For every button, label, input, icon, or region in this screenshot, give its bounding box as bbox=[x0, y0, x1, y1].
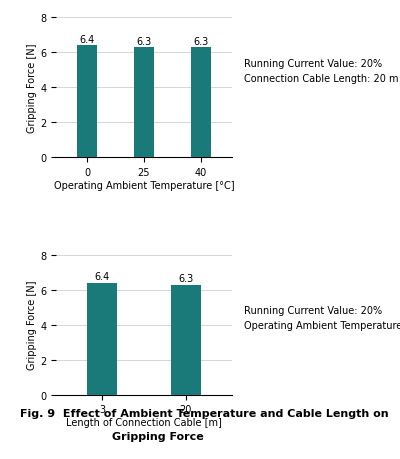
Text: 6.3: 6.3 bbox=[193, 37, 208, 46]
Text: 6.4: 6.4 bbox=[94, 272, 110, 282]
Bar bbox=[191, 48, 211, 158]
Y-axis label: Gripping Force [N]: Gripping Force [N] bbox=[27, 44, 37, 133]
Text: 6.3: 6.3 bbox=[178, 274, 194, 284]
X-axis label: Operating Ambient Temperature [°C]: Operating Ambient Temperature [°C] bbox=[54, 180, 234, 190]
Text: 6.3: 6.3 bbox=[136, 37, 152, 46]
Text: Running Current Value: 20%
Connection Cable Length: 20 m: Running Current Value: 20% Connection Ca… bbox=[244, 59, 398, 84]
Bar bbox=[171, 285, 200, 395]
X-axis label: Length of Connection Cable [m]: Length of Connection Cable [m] bbox=[66, 417, 222, 427]
Text: Gripping Force: Gripping Force bbox=[112, 431, 204, 441]
Text: Fig. 9  Effect of Ambient Temperature and Cable Length on: Fig. 9 Effect of Ambient Temperature and… bbox=[20, 408, 389, 418]
Text: Running Current Value: 20%
Operating Ambient Temperature: 20°C: Running Current Value: 20% Operating Amb… bbox=[244, 306, 400, 330]
Bar bbox=[88, 283, 117, 395]
Bar bbox=[134, 48, 154, 158]
Text: 6.4: 6.4 bbox=[80, 35, 95, 45]
Bar bbox=[77, 46, 97, 158]
Y-axis label: Gripping Force [N]: Gripping Force [N] bbox=[27, 280, 37, 369]
